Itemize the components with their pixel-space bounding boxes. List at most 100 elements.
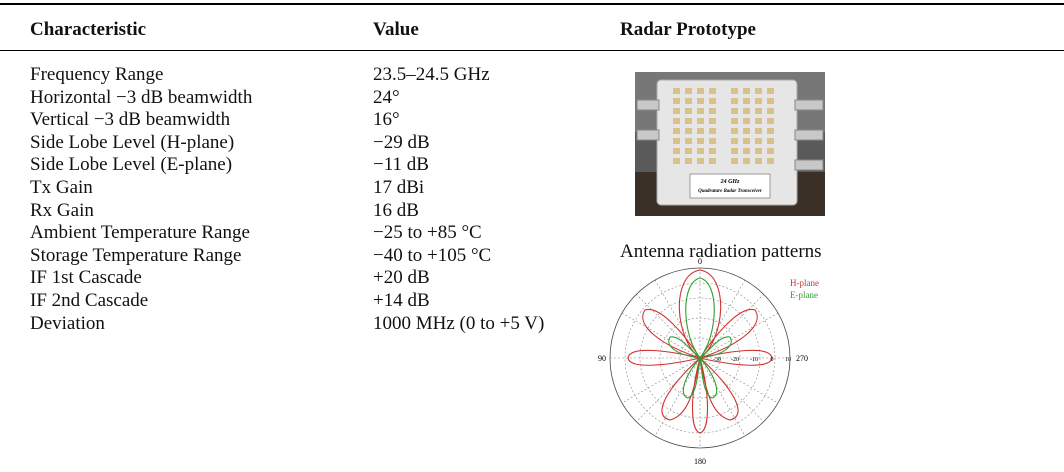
- characteristic-cell: Side Lobe Level (H-plane): [30, 131, 235, 153]
- antenna-pad: [731, 118, 738, 124]
- antenna-pad: [709, 98, 716, 104]
- characteristic-cell: Vertical −3 dB beamwidth: [30, 109, 231, 131]
- antenna-pad: [673, 98, 680, 104]
- antenna-pad: [673, 138, 680, 144]
- value-cell: +20 dB: [373, 267, 430, 289]
- antenna-pad: [731, 98, 738, 104]
- antenna-pad: [685, 88, 692, 94]
- antenna-pad: [755, 158, 762, 164]
- radial-label: -20: [731, 357, 739, 363]
- characteristic-cell: Rx Gain: [30, 199, 94, 221]
- characteristic-cell: Side Lobe Level (E-plane): [30, 154, 233, 176]
- antenna-pad: [743, 108, 750, 114]
- header-rule: [0, 50, 1064, 51]
- antenna-pad: [685, 118, 692, 124]
- antenna-pad: [697, 158, 704, 164]
- antenna-pad: [743, 158, 750, 164]
- antenna-pad: [673, 158, 680, 164]
- antenna-pad: [743, 128, 750, 134]
- antenna-pad: [767, 118, 774, 124]
- antenna-pad: [743, 118, 750, 124]
- legend-entry: E-plane: [790, 290, 818, 300]
- figure-caption: Antenna radiation patterns: [620, 241, 822, 262]
- antenna-pad: [673, 108, 680, 114]
- radial-label: -10: [750, 357, 758, 363]
- antenna-pad: [685, 128, 692, 134]
- antenna-pad: [673, 118, 680, 124]
- radial-label: 0: [771, 357, 774, 363]
- antenna-pad: [709, 108, 716, 114]
- angle-label: 0: [698, 257, 702, 266]
- antenna-pad: [673, 88, 680, 94]
- top-rule: [0, 3, 1064, 5]
- antenna-pad: [697, 88, 704, 94]
- antenna-pad: [743, 98, 750, 104]
- value-cell: 24°: [373, 86, 400, 108]
- antenna-pad: [685, 138, 692, 144]
- antenna-pad: [685, 108, 692, 114]
- antenna-pad: [743, 148, 750, 154]
- antenna-pad: [755, 98, 762, 104]
- antenna-pad: [731, 158, 738, 164]
- antenna-pad: [697, 128, 704, 134]
- characteristic-cell: Deviation: [30, 312, 105, 334]
- value-cell: 16°: [373, 109, 400, 131]
- value-cell: −11 dB: [373, 154, 429, 176]
- characteristic-cell: IF 2nd Cascade: [30, 290, 149, 311]
- antenna-pad: [755, 108, 762, 114]
- header-cell: Characteristic: [30, 19, 147, 40]
- value-cell: −29 dB: [373, 131, 430, 153]
- antenna-pad: [709, 138, 716, 144]
- antenna-pad: [767, 148, 774, 154]
- characteristic-cell: Ambient Temperature Range: [30, 222, 250, 244]
- value-cell: −40 to +105 °C: [373, 244, 492, 266]
- angle-label: 90: [598, 354, 606, 363]
- antenna-pad: [755, 148, 762, 154]
- antenna-pad: [697, 98, 704, 104]
- antenna-pad: [755, 128, 762, 134]
- value-cell: 17 dBi: [373, 177, 425, 198]
- value-cell: 16 dB: [373, 199, 419, 221]
- characteristic-cell: Frequency Range: [30, 64, 164, 85]
- antenna-pad: [697, 148, 704, 154]
- antenna-pad: [743, 88, 750, 94]
- antenna-pad: [767, 128, 774, 134]
- angle-label: 270: [796, 354, 808, 363]
- antenna-pad: [767, 98, 774, 104]
- antenna-pad: [709, 128, 716, 134]
- antenna-pad: [731, 88, 738, 94]
- antenna-pad: [697, 118, 704, 124]
- antenna-pad: [697, 108, 704, 114]
- antenna-pad: [685, 98, 692, 104]
- antenna-pad: [767, 158, 774, 164]
- antenna-pad: [709, 118, 716, 124]
- photo-label: 24 GHz: [720, 179, 741, 185]
- radial-label: -30: [713, 357, 721, 363]
- value-cell: −25 to +85 °C: [373, 222, 482, 244]
- antenna-pad: [685, 148, 692, 154]
- antenna-pad: [767, 138, 774, 144]
- value-cell: 23.5–24.5 GHz: [373, 64, 490, 85]
- antenna-pad: [755, 118, 762, 124]
- antenna-pad: [673, 128, 680, 134]
- characteristic-cell: Tx Gain: [30, 177, 93, 198]
- antenna-pad: [755, 138, 762, 144]
- antenna-pad: [731, 128, 738, 134]
- photo-label: Quadrature Radar Transceiver: [698, 189, 762, 194]
- antenna-pad: [731, 138, 738, 144]
- antenna-pad: [709, 88, 716, 94]
- antenna-pad: [767, 108, 774, 114]
- angle-label: 180: [694, 457, 706, 466]
- polar-plot: 0 90 180 270 -30 -20 -10 0 10 H-plane E-…: [598, 257, 819, 466]
- value-cell: 1000 MHz (0 to +5 V): [373, 312, 545, 334]
- antenna-pad: [685, 158, 692, 164]
- characteristic-cell: Horizontal −3 dB beamwidth: [30, 86, 253, 108]
- antenna-pad: [731, 108, 738, 114]
- antenna-pad: [731, 148, 738, 154]
- value-cell: +14 dB: [373, 290, 430, 311]
- antenna-pad: [743, 138, 750, 144]
- antenna-pad: [755, 88, 762, 94]
- characteristic-cell: IF 1st Cascade: [30, 267, 142, 289]
- legend-entry: H-plane: [790, 278, 819, 288]
